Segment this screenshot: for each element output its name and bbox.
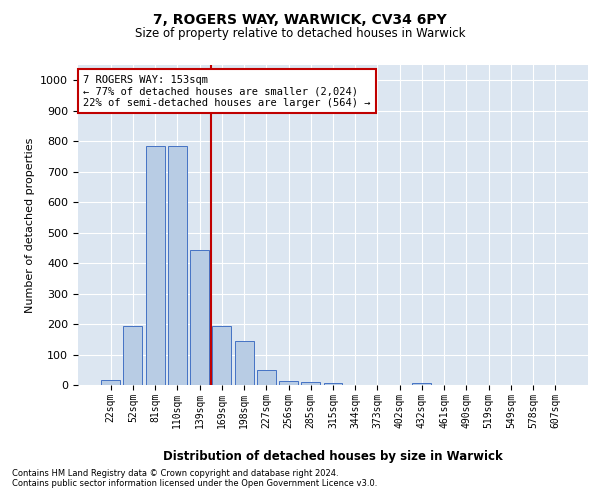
Bar xyxy=(412,382,431,385)
Bar xyxy=(146,146,164,385)
Bar xyxy=(279,381,298,385)
Bar xyxy=(212,326,231,385)
Text: 7 ROGERS WAY: 153sqm
← 77% of detached houses are smaller (2,024)
22% of semi-de: 7 ROGERS WAY: 153sqm ← 77% of detached h… xyxy=(83,74,371,108)
Bar xyxy=(101,380,120,385)
Bar xyxy=(257,370,276,385)
Bar xyxy=(124,326,142,385)
Bar xyxy=(168,146,187,385)
Text: Distribution of detached houses by size in Warwick: Distribution of detached houses by size … xyxy=(163,450,503,463)
Text: Contains HM Land Registry data © Crown copyright and database right 2024.: Contains HM Land Registry data © Crown c… xyxy=(12,468,338,477)
Bar xyxy=(235,342,254,385)
Bar xyxy=(301,382,320,385)
Text: 7, ROGERS WAY, WARWICK, CV34 6PY: 7, ROGERS WAY, WARWICK, CV34 6PY xyxy=(153,12,447,26)
Text: Size of property relative to detached houses in Warwick: Size of property relative to detached ho… xyxy=(135,28,465,40)
Text: Contains public sector information licensed under the Open Government Licence v3: Contains public sector information licen… xyxy=(12,478,377,488)
Bar xyxy=(190,250,209,385)
Bar xyxy=(323,382,343,385)
Y-axis label: Number of detached properties: Number of detached properties xyxy=(25,138,35,312)
